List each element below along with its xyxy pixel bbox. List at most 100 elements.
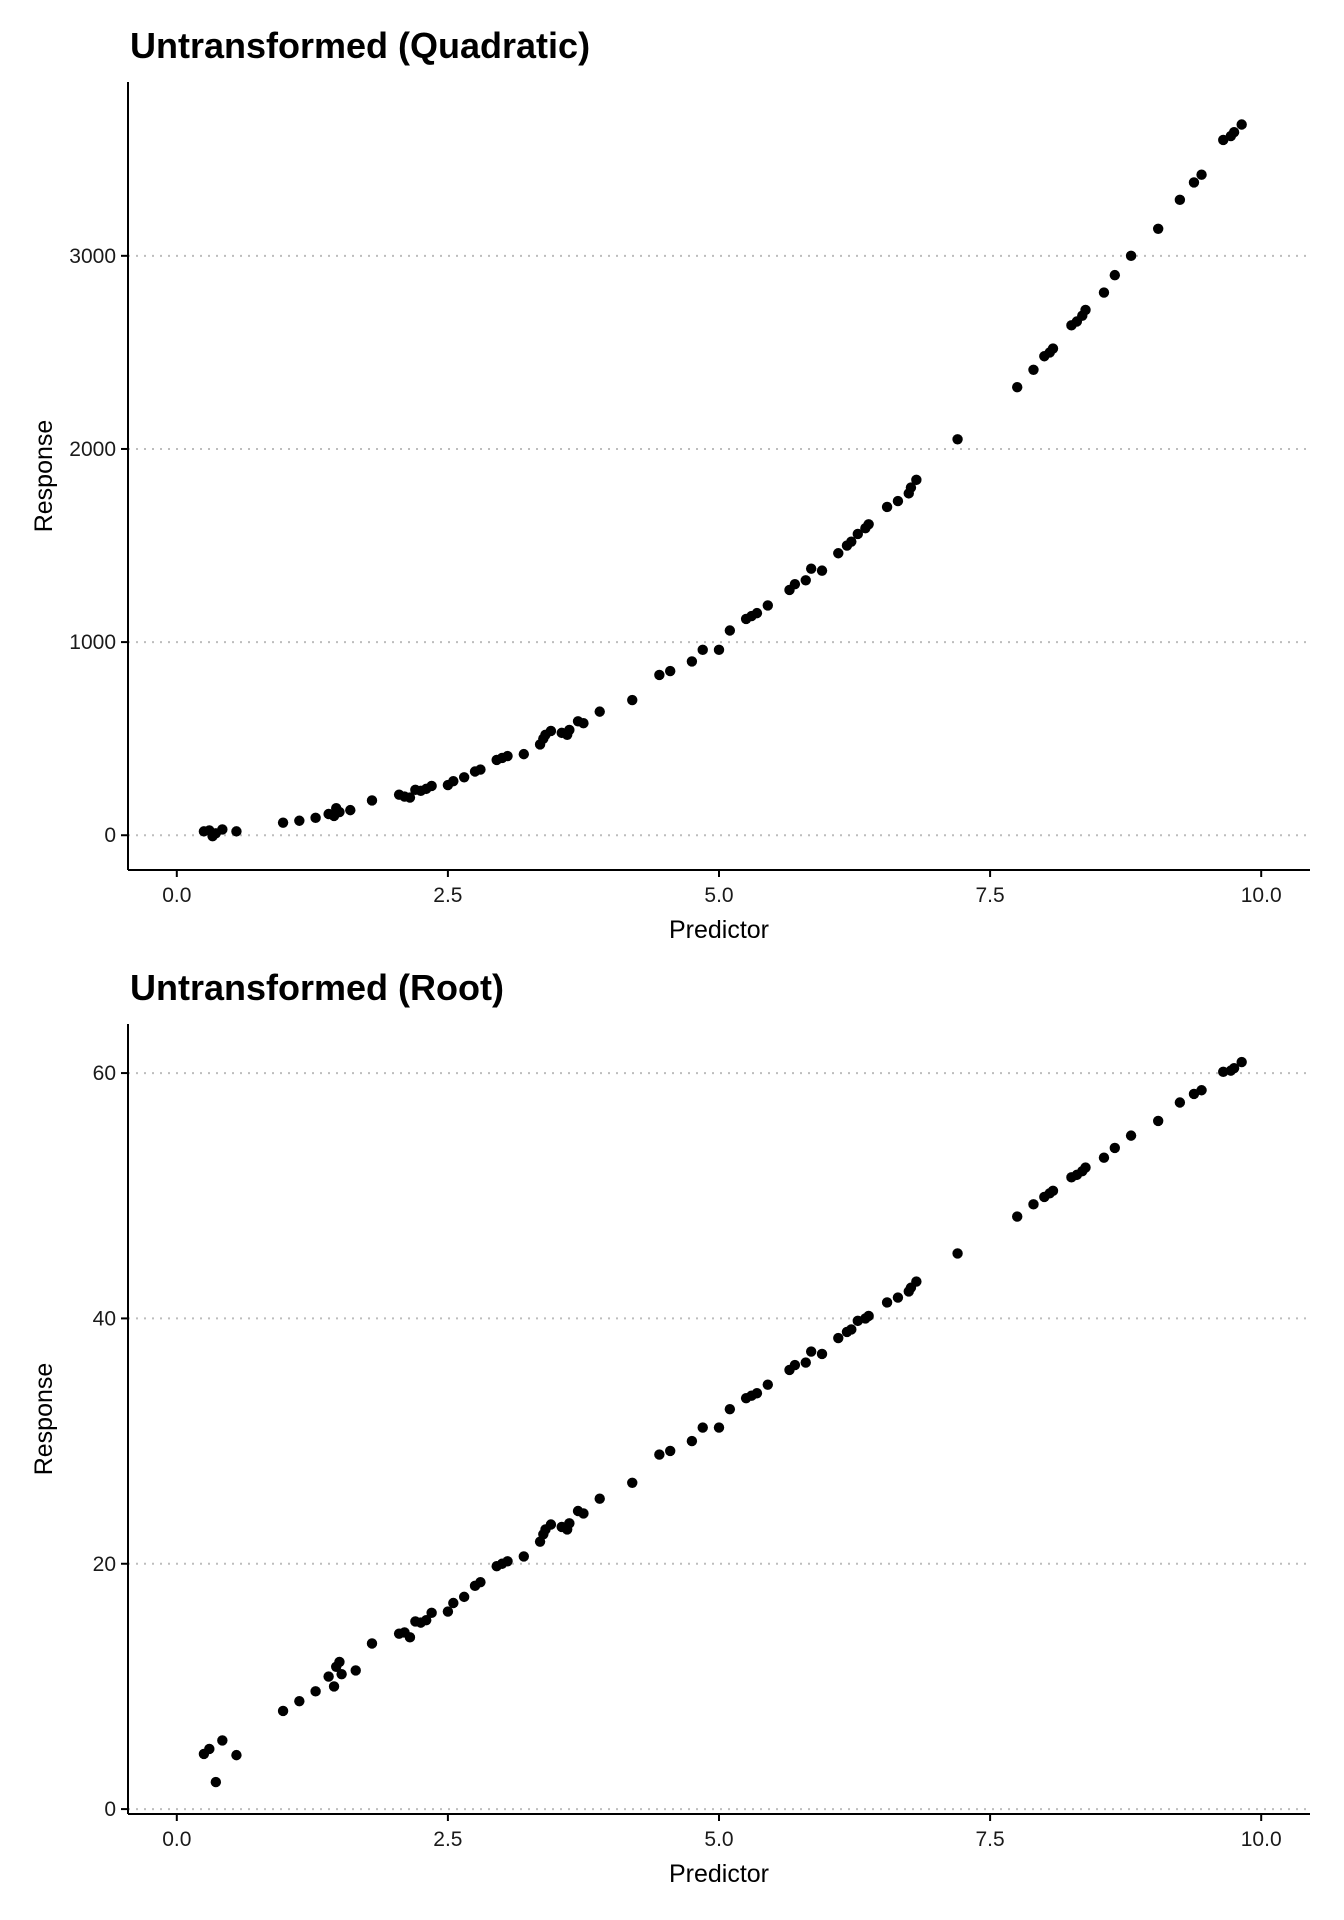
data-point: [334, 1656, 345, 1668]
data-point: [594, 1493, 605, 1504]
x-tick-label: 2.5: [433, 884, 462, 907]
data-point: [366, 795, 378, 806]
data-point: [518, 748, 530, 760]
data-point: [1125, 1130, 1137, 1141]
data-point: [805, 1346, 817, 1357]
x-tick-label: 2.5: [433, 1828, 462, 1851]
data-point: [1028, 1199, 1039, 1210]
data-point: [448, 775, 459, 787]
data-point: [323, 1671, 334, 1682]
data-point: [334, 806, 345, 818]
data-point: [1028, 364, 1039, 375]
data-point: [846, 1324, 857, 1335]
data-point: [665, 1445, 676, 1457]
data-point: [294, 1695, 305, 1707]
data-point: [627, 694, 638, 706]
data-point: [724, 625, 736, 636]
y-axis-title: Response: [30, 420, 58, 533]
y-tick-label: 0: [104, 1798, 116, 1821]
data-point: [594, 706, 605, 717]
data-point: [881, 1297, 893, 1308]
data-point: [713, 1422, 725, 1433]
data-point: [1236, 1056, 1247, 1068]
x-axis-title: Predictor: [669, 1860, 769, 1888]
chart-panel-2: Untransformed (Root) 0 20 40 60 0.0 2.5 5.0 7.5 1…: [30, 967, 1310, 1888]
data-point: [328, 1681, 340, 1692]
data-point: [1152, 1115, 1164, 1127]
y-tick-label: 0: [104, 824, 116, 847]
data-point: [805, 563, 817, 574]
data-point: [686, 1435, 698, 1447]
data-point: [789, 578, 801, 590]
data-point: [892, 495, 904, 507]
data-point: [210, 1776, 222, 1788]
data-point: [713, 644, 725, 656]
data-point: [545, 1519, 557, 1530]
data-point: [426, 1607, 437, 1619]
data-point: [1012, 1211, 1023, 1222]
data-point: [724, 1403, 736, 1415]
data-point: [751, 607, 763, 619]
y-tick-label: 1000: [69, 631, 116, 654]
data-point: [800, 575, 811, 586]
data-point: [1109, 269, 1121, 281]
data-point: [277, 1705, 289, 1717]
data-point: [952, 434, 963, 445]
data-point: [816, 1348, 828, 1360]
data-point: [654, 1449, 665, 1460]
data-point: [1109, 1142, 1121, 1154]
x-tick-label: 7.5: [975, 884, 1004, 907]
data-point: [697, 644, 708, 656]
data-point: [686, 656, 698, 667]
data-point: [404, 1632, 416, 1643]
data-point: [1080, 1162, 1091, 1173]
x-tick-label: 10.0: [1241, 1828, 1282, 1851]
data-point: [846, 536, 857, 547]
data-point: [458, 1591, 470, 1603]
chart-panel-1: Untransformed (Quadratic) 0 1000 2000 3000 0.…: [30, 25, 1310, 944]
data-point: [231, 826, 242, 837]
data-point: [697, 1422, 708, 1433]
data-point: [217, 1735, 228, 1746]
data-point: [1174, 1097, 1186, 1108]
data-point: [310, 812, 321, 824]
data-point: [911, 1276, 922, 1287]
x-tick-label: 5.0: [704, 1828, 733, 1851]
data-point: [475, 1576, 486, 1588]
data-point: [911, 474, 922, 486]
data-point: [310, 1686, 321, 1697]
data-point: [762, 1379, 773, 1390]
y-tick-label: 2000: [69, 438, 116, 461]
y-tick-label: 20: [93, 1553, 116, 1576]
data-point: [336, 1668, 347, 1680]
data-point: [564, 724, 575, 736]
data-point: [881, 501, 893, 513]
data-point: [421, 1614, 432, 1626]
data-point: [627, 1477, 638, 1488]
data-point: [502, 1556, 513, 1567]
data-point: [852, 528, 864, 540]
data-point: [1098, 1152, 1110, 1163]
y-tick-label: 40: [93, 1307, 116, 1330]
data-point: [863, 1310, 874, 1322]
data-point: [952, 1248, 963, 1259]
data-point: [1047, 343, 1059, 354]
chart-title: Untransformed (Root): [130, 967, 504, 1008]
data-point: [816, 565, 828, 576]
data-point: [1174, 194, 1186, 206]
data-point: [1228, 1062, 1240, 1074]
data-point: [217, 824, 228, 835]
data-point: [905, 482, 917, 493]
x-tick-label: 10.0: [1241, 884, 1282, 907]
data-point: [892, 1292, 904, 1303]
data-point: [204, 1743, 215, 1755]
data-point: [1012, 381, 1023, 393]
data-point: [665, 665, 676, 677]
data-point: [458, 772, 470, 783]
data-point: [475, 764, 486, 775]
data-point: [863, 519, 874, 530]
data-point: [448, 1597, 459, 1609]
data-points: [198, 119, 1247, 842]
